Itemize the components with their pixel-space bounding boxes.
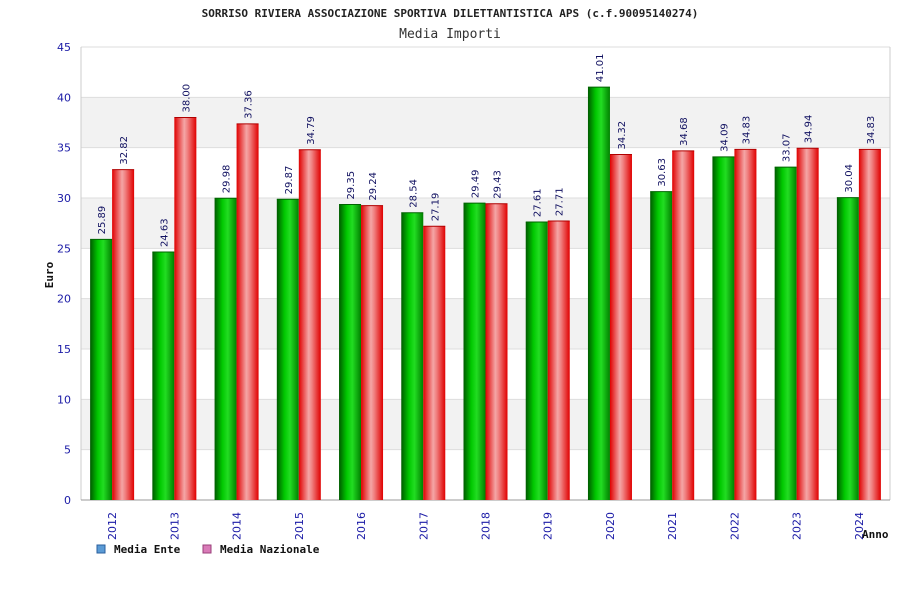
bar-media-ente (401, 212, 424, 500)
x-tick-label: 2014 (231, 512, 244, 540)
bar-media-ente (712, 156, 735, 500)
legend: Media Ente Media Nazionale (96, 543, 320, 556)
bar-media-ente (587, 87, 610, 500)
data-label: 37.36 (244, 90, 255, 119)
data-label: 34.32 (617, 121, 628, 150)
bar-media-nazionale (672, 150, 695, 500)
y-axis-label: Euro (43, 261, 56, 288)
bar-media-nazionale (547, 221, 570, 500)
x-tick-label: 2023 (791, 512, 804, 540)
data-label: 28.54 (408, 179, 419, 208)
y-tick-label: 20 (57, 293, 71, 306)
data-label: 24.63 (159, 218, 170, 247)
bar-media-ente (214, 198, 237, 500)
y-tick-label: 10 (57, 393, 71, 406)
data-label: 34.79 (306, 116, 317, 145)
x-tick-label: 2016 (355, 512, 368, 540)
bar-media-ente (152, 252, 175, 500)
y-tick-label: 0 (64, 494, 71, 507)
data-label: 29.98 (222, 165, 233, 194)
x-tick-label: 2013 (168, 512, 181, 540)
bar-media-nazionale (236, 123, 259, 500)
data-labels: 25.89 32.82 24.63 38.00 29.98 37.36 29.87 34.79… (97, 54, 877, 248)
data-label: 34.68 (679, 117, 690, 146)
data-label: 27.19 (430, 193, 441, 222)
x-tick-label: 2022 (728, 512, 741, 540)
y-tick-label: 15 (57, 343, 71, 356)
chart-title: SORRISO RIVIERA ASSOCIAZIONE SPORTIVA DI… (202, 7, 699, 20)
data-label: 27.61 (533, 188, 544, 217)
bar-media-nazionale (112, 169, 135, 500)
bar-media-nazionale (423, 226, 446, 500)
y-tick-label: 5 (64, 444, 71, 457)
x-tick-label: 2018 (480, 512, 493, 540)
bar-media-nazionale (796, 148, 819, 500)
x-tick-label: 2021 (666, 512, 679, 540)
x-tick-label: 2020 (604, 512, 617, 540)
bar-media-ente (90, 239, 113, 500)
x-tick-label: 2017 (417, 512, 430, 540)
bar-media-nazionale (361, 205, 384, 500)
bar-media-ente (525, 222, 548, 500)
data-label: 34.09 (719, 123, 730, 152)
data-label: 30.63 (657, 158, 668, 187)
bar-media-nazionale (174, 117, 197, 500)
bar-media-nazionale (609, 154, 632, 500)
data-label: 34.83 (741, 116, 752, 145)
data-label: 29.43 (493, 170, 504, 199)
bar-media-ente (276, 199, 299, 501)
background-band (81, 97, 890, 148)
data-label: 41.01 (595, 54, 606, 83)
data-label: 33.07 (782, 133, 793, 162)
bar-media-nazionale (485, 203, 508, 500)
bar-media-ente (650, 191, 673, 500)
y-tick-label: 45 (57, 41, 71, 54)
data-label: 34.83 (866, 116, 877, 145)
data-label: 38.00 (181, 84, 192, 113)
bar-media-nazionale (298, 149, 321, 500)
bar-media-nazionale (858, 149, 881, 501)
y-axis-ticks: 0 5 10 15 20 25 30 35 40 45 (57, 41, 71, 507)
x-tick-label: 2024 (853, 512, 866, 540)
legend-label-media-ente: Media Ente (114, 543, 181, 556)
data-label: 29.87 (284, 166, 295, 195)
data-label: 25.89 (97, 206, 108, 235)
y-tick-label: 30 (57, 192, 71, 205)
data-label: 29.35 (346, 171, 357, 200)
bar-media-ente (339, 204, 362, 500)
bar-media-ente (836, 197, 859, 500)
data-label: 32.82 (119, 136, 130, 165)
x-axis-ticks: 2012 2013 2014 2015 2016 2017 2018 2019 2020 2021… (106, 512, 866, 540)
y-tick-label: 35 (57, 142, 71, 155)
data-label: 29.24 (368, 172, 379, 201)
chart-subtitle: Media Importi (399, 27, 501, 42)
data-label: 34.94 (804, 115, 815, 144)
data-label: 29.49 (471, 169, 482, 198)
bar-media-nazionale (734, 149, 757, 501)
bar-media-ente (774, 167, 797, 500)
bars (90, 86, 881, 501)
x-tick-label: 2015 (293, 512, 306, 540)
legend-label-media-nazionale: Media Nazionale (220, 543, 320, 556)
x-tick-label: 2019 (542, 512, 555, 540)
y-tick-label: 25 (57, 242, 71, 255)
bar-media-ente (463, 203, 486, 500)
data-label: 30.04 (844, 164, 855, 193)
x-tick-label: 2012 (106, 512, 119, 540)
legend-swatch-media-nazionale (202, 544, 212, 554)
y-tick-label: 40 (57, 91, 71, 104)
legend-swatch-media-ente (96, 544, 106, 554)
x-axis-label: Anno (862, 528, 889, 541)
data-label: 27.71 (555, 187, 566, 216)
